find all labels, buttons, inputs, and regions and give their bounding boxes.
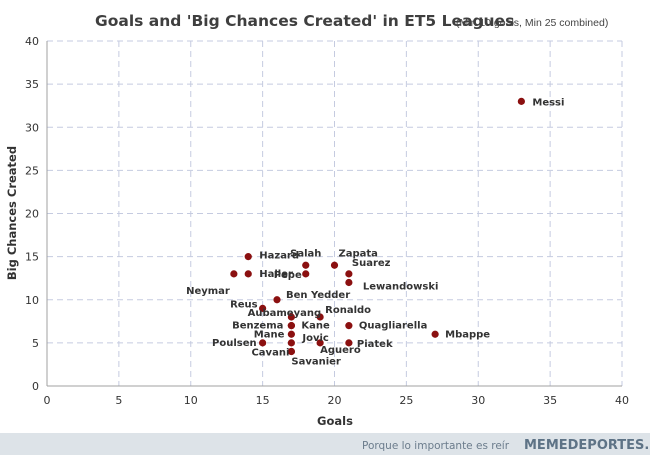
x-tick-label: 10 bbox=[184, 394, 198, 407]
point-label: Salah bbox=[290, 248, 321, 259]
footer-banner: Porque lo importante es reír MEMEDEPORTE… bbox=[0, 433, 650, 455]
point-label: Piatek bbox=[357, 339, 393, 350]
point-label: Lewandowski bbox=[363, 282, 439, 293]
y-tick-label: 0 bbox=[32, 380, 39, 393]
point-label: Reus bbox=[230, 299, 258, 310]
point-label: Jovic bbox=[301, 333, 329, 344]
footer-background bbox=[0, 433, 650, 455]
data-point bbox=[345, 339, 353, 347]
data-point bbox=[330, 261, 339, 269]
point-label: Neymar bbox=[186, 286, 230, 297]
point-label: Savanier bbox=[291, 357, 341, 368]
data-point bbox=[302, 261, 310, 269]
point-label: Hazard bbox=[259, 251, 299, 262]
data-point bbox=[230, 270, 238, 278]
point-label: Messi bbox=[532, 97, 564, 108]
data-point bbox=[287, 322, 295, 330]
x-tick-label: 30 bbox=[471, 394, 485, 407]
data-point bbox=[316, 339, 324, 347]
y-tick-label: 35 bbox=[25, 78, 39, 91]
data-points bbox=[230, 97, 525, 356]
point-label: Poulsen bbox=[212, 338, 257, 349]
data-point bbox=[302, 270, 310, 278]
y-tick-label: 5 bbox=[32, 337, 39, 350]
x-tick-label: 0 bbox=[44, 394, 51, 407]
point-label: Pepe bbox=[274, 270, 302, 281]
y-tick-label: 15 bbox=[25, 251, 39, 264]
point-label: Mbappe bbox=[445, 329, 490, 340]
grid bbox=[47, 40, 623, 386]
point-label: Mane bbox=[254, 329, 285, 340]
y-tick-label: 25 bbox=[25, 164, 39, 177]
data-point bbox=[259, 304, 267, 312]
point-label: Haller bbox=[259, 269, 293, 280]
data-point bbox=[345, 270, 353, 278]
axes bbox=[46, 41, 622, 387]
y-tick-label: 10 bbox=[25, 294, 39, 307]
data-point bbox=[287, 330, 295, 338]
point-label: Aubameyang bbox=[248, 308, 322, 319]
data-point bbox=[244, 253, 252, 261]
x-tick-label: 35 bbox=[543, 394, 557, 407]
chart-subtitle: (Min 10 goals, Min 25 combined) bbox=[456, 17, 608, 29]
x-tick-label: 5 bbox=[115, 394, 122, 407]
data-point bbox=[287, 313, 295, 321]
x-tick-label: 15 bbox=[256, 394, 270, 407]
y-tick-label: 30 bbox=[25, 121, 39, 134]
x-tick-label: 40 bbox=[615, 394, 629, 407]
chart-title: Goals and 'Big Chances Created' in ET5 L… bbox=[95, 12, 514, 30]
point-label: Ben Yedder bbox=[286, 290, 350, 301]
data-point bbox=[259, 339, 267, 347]
x-tick-label: 25 bbox=[399, 394, 413, 407]
footer-tagline: Porque lo importante es reír bbox=[362, 440, 510, 452]
point-label: Kane bbox=[301, 321, 330, 332]
data-point bbox=[244, 270, 252, 278]
point-label: Quagliarella bbox=[359, 321, 427, 332]
data-point bbox=[345, 322, 353, 330]
data-point bbox=[517, 97, 525, 105]
point-label: Benzema bbox=[232, 321, 283, 332]
point-label: Zapata bbox=[339, 248, 378, 259]
y-tick-label: 40 bbox=[25, 35, 39, 48]
x-axis-label: Goals bbox=[317, 414, 353, 428]
point-label: Cavani bbox=[251, 348, 289, 359]
data-point bbox=[287, 347, 295, 356]
data-point bbox=[273, 296, 281, 304]
data-point bbox=[287, 339, 295, 347]
footer-brand: MEMEDEPORTES.COM bbox=[524, 438, 650, 453]
data-point bbox=[345, 278, 353, 287]
y-axis-label: Big Chances Created bbox=[5, 146, 19, 280]
point-label: Aguero bbox=[320, 345, 361, 356]
point-label: Ronaldo bbox=[325, 305, 371, 316]
data-point bbox=[316, 313, 324, 321]
tick-labels: 0 5 10 15 20 25 30 35 40 0 5 10 15 20 25 30 35 40 bbox=[25, 35, 629, 407]
data-point bbox=[431, 330, 439, 338]
y-tick-label: 20 bbox=[25, 208, 39, 221]
x-tick-label: 20 bbox=[328, 394, 342, 407]
point-label: Suarez bbox=[352, 258, 391, 269]
